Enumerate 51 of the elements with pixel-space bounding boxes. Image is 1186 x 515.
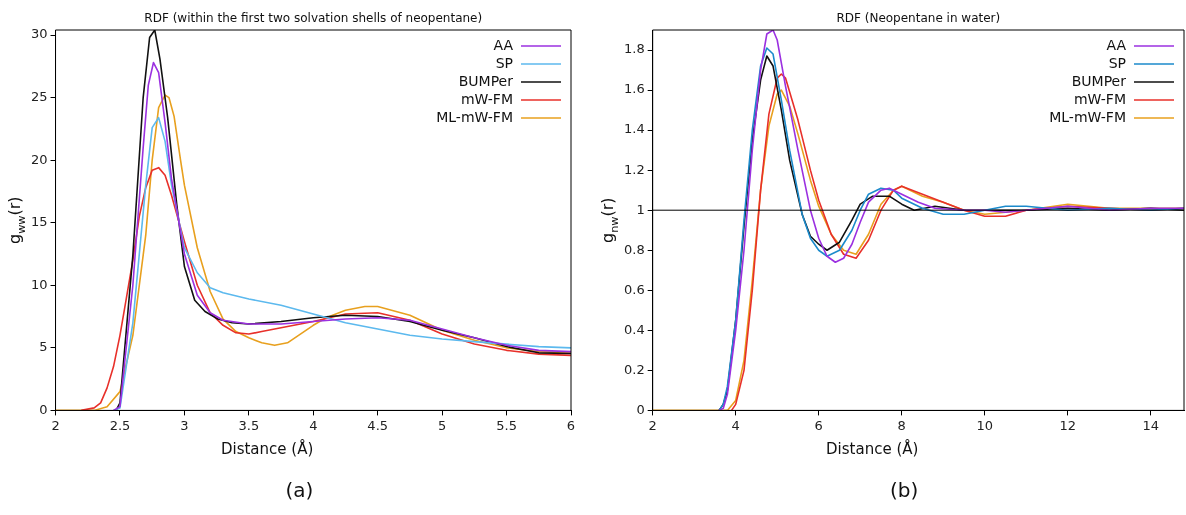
x-tick-label: 2 bbox=[51, 417, 60, 433]
x-axis-title: Distance (Å) bbox=[826, 439, 919, 459]
y-tick-label: 1.8 bbox=[623, 41, 645, 57]
y-tick-label: 25 bbox=[31, 88, 48, 104]
chart-title: RDF (Neopentane in water) bbox=[836, 11, 1001, 25]
y-tick-label: 1.4 bbox=[623, 121, 645, 137]
x-tick-label: 8 bbox=[897, 417, 906, 433]
y-tick-label: 30 bbox=[31, 26, 48, 42]
y-tick-label: 5 bbox=[39, 339, 48, 355]
legend-label: mW-FM bbox=[1073, 90, 1126, 107]
legend-label: SP bbox=[1108, 54, 1126, 71]
x-tick-label: 4.5 bbox=[367, 417, 389, 433]
x-tick-label: 5.5 bbox=[496, 417, 517, 433]
x-tick-label: 2.5 bbox=[109, 417, 131, 433]
y-tick-label: 15 bbox=[31, 214, 48, 230]
x-axis-title: Distance (Å) bbox=[220, 439, 314, 459]
x-tick-label: 3 bbox=[180, 417, 189, 433]
legend-label: BUMPer bbox=[1071, 72, 1127, 89]
y-tick-label: 0 bbox=[39, 401, 48, 417]
y-tick-label: 0.8 bbox=[623, 241, 645, 257]
chart-title: RDF (within the first two solvation shells of neopentane) bbox=[144, 11, 483, 25]
y-tick-label: 1.6 bbox=[623, 81, 645, 97]
text: (b) bbox=[890, 478, 919, 502]
x-tick-label: 12 bbox=[1059, 417, 1077, 433]
legend-label: ML-mW-FM bbox=[436, 108, 513, 125]
x-tick-label: 4 bbox=[731, 417, 740, 433]
legend-label: SP bbox=[495, 54, 513, 71]
x-tick-label: 10 bbox=[976, 417, 994, 433]
y-tick-label: 0.4 bbox=[623, 321, 645, 337]
y-tick-label: 1 bbox=[636, 201, 645, 217]
x-tick-label: 14 bbox=[1142, 417, 1160, 433]
x-tick-label: 3.5 bbox=[238, 417, 260, 433]
y-tick-label: 0.2 bbox=[623, 361, 645, 377]
y-tick-label: 1.2 bbox=[623, 161, 645, 177]
text: (a) bbox=[285, 478, 314, 502]
y-tick-label: 20 bbox=[31, 151, 48, 167]
legend-label: ML-mW-FM bbox=[1049, 108, 1126, 125]
y-axis-title: gww(r) bbox=[5, 196, 28, 244]
x-tick-label: 6 bbox=[814, 417, 823, 433]
y-tick-label: 10 bbox=[31, 276, 48, 292]
legend-label: mW-FM bbox=[460, 90, 513, 107]
y-tick-label: 0 bbox=[636, 401, 645, 417]
y-axis-title: gnw(r) bbox=[598, 197, 621, 243]
legend-label: AA bbox=[1106, 36, 1127, 53]
x-tick-label: 2 bbox=[648, 417, 657, 433]
x-tick-label: 4 bbox=[309, 417, 318, 433]
legend-label: BUMPer bbox=[458, 72, 514, 89]
x-tick-label: 5 bbox=[437, 417, 447, 433]
x-tick-label: 6 bbox=[566, 417, 576, 433]
legend-label: AA bbox=[493, 36, 514, 53]
y-tick-label: 0.6 bbox=[623, 281, 645, 297]
